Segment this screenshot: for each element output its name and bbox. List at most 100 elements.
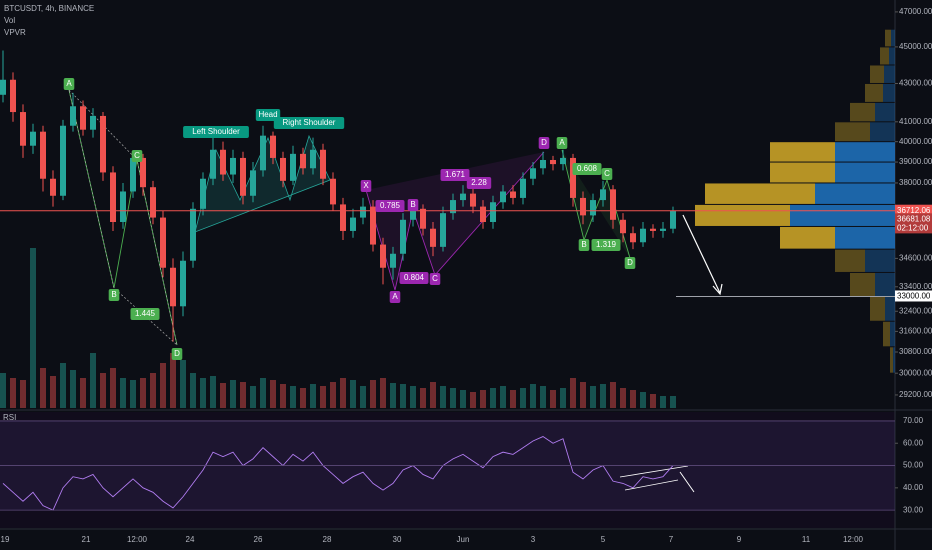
volume-bar [20, 380, 26, 408]
x-tick-label: 12:00 [843, 535, 864, 544]
annotation-box [429, 273, 441, 285]
volume-bar [670, 396, 676, 408]
candle-body [230, 157, 236, 175]
candle-body [550, 159, 556, 165]
annotation-box [440, 169, 470, 181]
y-tick-label: 38000.00 [899, 178, 932, 187]
candle-body [250, 170, 256, 196]
volume-bar [180, 360, 186, 408]
candle-body [440, 213, 446, 247]
y-tick-label: 30800.00 [899, 347, 932, 356]
candle-body [610, 189, 616, 220]
vpvr-up [870, 65, 884, 83]
y-tick-label: 33400.00 [899, 282, 932, 291]
x-tick-label: 7 [669, 535, 674, 544]
volume-bar [40, 368, 46, 408]
candle-body [40, 131, 46, 179]
arrow-head [712, 283, 723, 296]
candle-body [500, 191, 506, 203]
current-price-box [895, 213, 932, 234]
volume-bar [260, 378, 266, 408]
candle-body [240, 157, 246, 196]
vpvr-down [890, 321, 895, 347]
annotation-box [624, 257, 636, 269]
rsi-arrow [679, 471, 695, 493]
candle-body [180, 260, 186, 307]
candle-body [100, 115, 106, 173]
candles [0, 50, 895, 511]
volume-bar [250, 386, 256, 408]
annotation: Left Shoulder [192, 127, 240, 136]
annotations: A B C D 1.445 Left Shoulder Head Right Shoulder… [63, 78, 636, 360]
candle-body [200, 178, 206, 209]
volume-bar [420, 388, 426, 408]
volume-bar [500, 386, 506, 408]
candle-body [130, 157, 136, 192]
rsi-wedge [619, 465, 689, 478]
volume-bar [470, 392, 476, 408]
vpvr-down [885, 296, 895, 321]
volume-bar [110, 368, 116, 408]
xabcd-dotted [68, 89, 178, 346]
x-tick-label: 24 [186, 535, 195, 544]
candle-body [380, 244, 386, 268]
candle-body [510, 191, 516, 198]
volume-bar [590, 386, 596, 408]
candle-body [390, 253, 396, 268]
annotation: A [66, 79, 72, 88]
vpvr-down [884, 65, 895, 83]
candle-body [480, 206, 486, 223]
vpvr-down [889, 47, 895, 65]
vpvr-down [835, 226, 895, 249]
volume-bar [600, 384, 606, 408]
volume-bar [230, 380, 236, 408]
rsi-wedge [624, 479, 679, 491]
candle-body [220, 149, 226, 175]
volume-bar [440, 386, 446, 408]
vpvr-up [870, 296, 885, 321]
vpvr-up [770, 162, 835, 183]
annotation-box [601, 168, 613, 180]
annotation: C [604, 169, 610, 178]
volume-bar [120, 378, 126, 408]
candle-body [410, 208, 416, 220]
x-tick-label: 30 [393, 535, 402, 544]
annotation: 1.445 [135, 309, 156, 318]
volume-bar [80, 378, 86, 408]
annotation-box [578, 239, 590, 251]
candle-body [660, 228, 666, 231]
current-price-label: 36681.08 [897, 214, 931, 223]
candle-body [530, 168, 536, 179]
y-tick-label: 39000.00 [899, 157, 932, 166]
volume-bar [90, 353, 96, 408]
axes: 47000.00 45000.00 43000.00 41000.00 40000.00… [0, 7, 932, 544]
candle-body [70, 106, 76, 126]
volume-bar [570, 378, 576, 408]
candle-body [470, 193, 476, 207]
volume-bar [300, 388, 306, 408]
vpvr-up [835, 249, 865, 272]
candle-body [620, 219, 626, 234]
annotation: C [134, 151, 140, 160]
candle-body [270, 135, 276, 158]
volume-bar [400, 384, 406, 408]
target-box [895, 290, 932, 302]
annotation: D [541, 138, 547, 147]
candle-body [300, 153, 306, 169]
candle-body [60, 125, 66, 196]
candle-body [600, 189, 606, 201]
candle-body [560, 157, 566, 165]
annotation-box [375, 200, 405, 212]
volume-bar [330, 382, 336, 408]
volume-bar [280, 384, 286, 408]
vpvr-up [770, 142, 835, 162]
candle-body [340, 204, 346, 231]
vpvr-down [835, 162, 895, 183]
annotation: 1.671 [445, 170, 466, 179]
volume-bar [640, 392, 646, 408]
y-tick-label: 40000.00 [899, 137, 932, 146]
countdown: 02:12:00 [897, 223, 929, 232]
volume-bar [0, 373, 6, 408]
volume-bar [340, 378, 346, 408]
